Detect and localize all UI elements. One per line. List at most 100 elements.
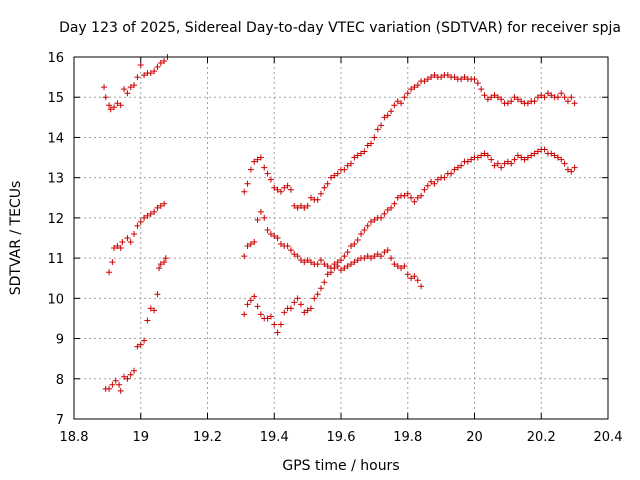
x-tick-label: 19.2 xyxy=(193,430,222,445)
data-point xyxy=(341,253,348,260)
data-point xyxy=(551,152,558,159)
data-point xyxy=(408,194,415,201)
data-point xyxy=(156,265,163,272)
data-point xyxy=(518,154,525,161)
data-point xyxy=(147,210,154,217)
data-point xyxy=(324,180,331,187)
x-tick-label: 20 xyxy=(466,430,483,445)
data-point xyxy=(414,82,421,89)
data-point xyxy=(301,204,308,211)
data-point xyxy=(301,309,308,316)
data-point xyxy=(404,190,411,197)
data-point xyxy=(307,259,314,266)
data-point xyxy=(106,102,113,109)
data-point xyxy=(541,146,548,153)
data-point xyxy=(384,112,391,119)
data-point xyxy=(297,202,304,209)
data-point xyxy=(568,94,575,101)
data-point xyxy=(114,243,121,250)
data-point xyxy=(157,261,164,268)
data-point xyxy=(124,90,131,97)
data-point xyxy=(327,174,334,181)
y-tick-label: 9 xyxy=(56,333,64,348)
series-arc-3 xyxy=(102,255,169,394)
data-point xyxy=(471,76,478,83)
data-point xyxy=(378,214,385,221)
data-point xyxy=(511,94,518,101)
data-point xyxy=(284,243,291,250)
data-point xyxy=(474,80,481,87)
data-point xyxy=(338,267,344,274)
data-point xyxy=(321,261,328,268)
data-point xyxy=(518,98,525,105)
data-point xyxy=(241,311,248,318)
data-point xyxy=(311,295,318,302)
data-point xyxy=(141,337,148,344)
data-point xyxy=(334,259,341,266)
data-point xyxy=(354,152,361,159)
data-point xyxy=(508,160,515,167)
data-point xyxy=(381,210,388,217)
data-point xyxy=(391,261,398,268)
data-point xyxy=(351,241,358,248)
data-point xyxy=(264,170,271,177)
data-point xyxy=(317,257,324,264)
x-tick-label: 19 xyxy=(132,430,149,445)
x-tick-label: 19.6 xyxy=(327,430,356,445)
y-axis-label: SDTVAR / TECUs xyxy=(8,181,24,296)
data-point xyxy=(277,188,284,195)
data-point xyxy=(504,100,511,107)
data-point xyxy=(117,102,124,109)
data-point xyxy=(364,222,371,229)
data-point xyxy=(451,166,458,173)
data-point xyxy=(274,186,281,193)
y-tick-label: 14 xyxy=(47,131,64,146)
data-point xyxy=(157,60,164,67)
data-point xyxy=(391,102,398,109)
data-point xyxy=(371,134,378,141)
data-point xyxy=(127,371,134,378)
data-point xyxy=(294,204,301,211)
data-point xyxy=(106,269,113,276)
data-point xyxy=(321,184,328,191)
data-point xyxy=(434,176,441,183)
data-point xyxy=(244,180,251,187)
data-point xyxy=(361,148,368,155)
data-point xyxy=(244,243,251,250)
data-point xyxy=(137,218,144,225)
data-point xyxy=(461,74,468,81)
data-point xyxy=(271,321,278,328)
data-point xyxy=(431,180,438,187)
data-point xyxy=(431,72,438,79)
data-point xyxy=(478,86,485,93)
data-point xyxy=(134,74,141,81)
data-point xyxy=(424,76,431,83)
data-point xyxy=(119,239,126,246)
series-arc-4 xyxy=(241,72,578,211)
data-point xyxy=(112,377,119,384)
data-point xyxy=(508,98,515,105)
data-point xyxy=(141,214,148,221)
data-point xyxy=(528,152,535,159)
y-tick-label: 16 xyxy=(47,51,64,66)
data-point xyxy=(304,202,311,209)
data-point xyxy=(448,170,455,177)
data-point xyxy=(384,206,391,213)
data-point xyxy=(271,232,278,239)
data-point xyxy=(121,86,128,93)
data-point xyxy=(127,239,134,246)
data-point xyxy=(111,245,118,252)
y-tick-label: 15 xyxy=(47,91,64,106)
data-point xyxy=(254,216,261,223)
data-point xyxy=(454,164,461,171)
data-point xyxy=(388,108,395,115)
data-point xyxy=(101,84,108,91)
data-point xyxy=(491,92,498,99)
data-point xyxy=(391,200,398,207)
data-point xyxy=(281,184,288,191)
data-point xyxy=(358,230,365,237)
data-point xyxy=(297,257,304,264)
data-point xyxy=(324,271,331,278)
data-point xyxy=(411,198,418,205)
